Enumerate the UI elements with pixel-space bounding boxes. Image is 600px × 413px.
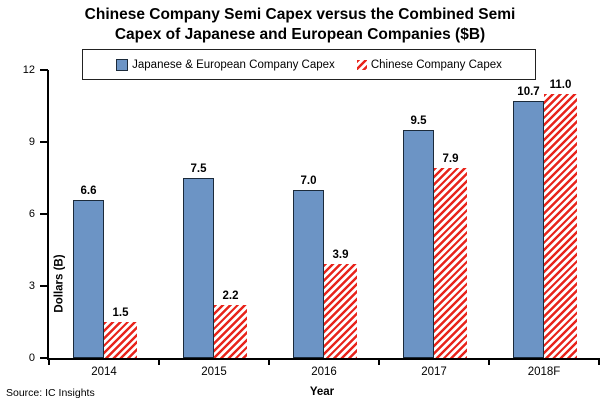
chart-legend: Japanese & European Company Capex Chines… bbox=[82, 49, 536, 80]
value-label-chinese-company-capex-2015: 2.2 bbox=[222, 290, 239, 303]
x-axis-tick bbox=[268, 358, 270, 365]
y-axis-tick-label: 0 bbox=[28, 352, 35, 364]
x-axis-title: Year bbox=[309, 386, 335, 398]
value-label-japanese-european-company-capex-2016: 7.0 bbox=[300, 175, 317, 187]
japanese-european-company-capex-bar-2014 bbox=[73, 199, 104, 358]
chinese-company-capex-bar-2014 bbox=[104, 322, 137, 358]
blue-square-legend-swatch bbox=[116, 58, 129, 71]
chinese-company-capex-bar-2017 bbox=[434, 168, 467, 358]
chinese-company-capex-bar-2015 bbox=[214, 305, 247, 358]
y-axis-tick bbox=[40, 69, 48, 71]
x-axis-category-2014: 2014 bbox=[91, 366, 117, 378]
chart-title: Chinese Company Semi Capex versus the Co… bbox=[84, 6, 516, 44]
legend-label-chinese: Chinese Company Capex bbox=[370, 58, 502, 71]
red-hatch-legend-swatch bbox=[356, 59, 367, 70]
legend-item-chinese: Chinese Company Capex bbox=[356, 58, 502, 71]
x-axis-category-2018F: 2018F bbox=[527, 366, 561, 378]
plot-area: Dollars (B) 0 3 6 9 12 6.6 1.5 2014 7.5 2.2 2015 7.… bbox=[23, 64, 600, 378]
x-axis-tick bbox=[488, 358, 490, 365]
chinese-company-capex-bar-2018F bbox=[544, 94, 577, 358]
value-label-chinese-company-capex-2017: 7.9 bbox=[442, 153, 459, 166]
japanese-european-company-capex-bar-2016 bbox=[293, 190, 324, 358]
x-axis-tick bbox=[378, 358, 380, 365]
y-axis-tick-label: 9 bbox=[28, 136, 35, 148]
x-axis-tick bbox=[48, 358, 50, 365]
value-label-chinese-company-capex-2014: 1.5 bbox=[112, 307, 129, 319]
chinese-company-capex-bar-2016 bbox=[324, 264, 357, 358]
source-note: Source: IC Insights bbox=[6, 387, 95, 399]
x-axis-tick bbox=[598, 358, 600, 365]
value-label-chinese-company-capex-2018F: 11.0 bbox=[549, 79, 572, 91]
y-axis-tick bbox=[40, 141, 48, 143]
value-label-japanese-european-company-capex-2017: 9.5 bbox=[410, 115, 427, 127]
x-axis-category-2015: 2015 bbox=[201, 366, 227, 378]
legend-label-japanese-european: Japanese & European Company Capex bbox=[132, 58, 335, 71]
japanese-european-company-capex-bar-2017 bbox=[403, 130, 434, 358]
x-axis-category-2016: 2016 bbox=[311, 366, 337, 378]
x-axis-tick bbox=[158, 358, 160, 365]
y-axis-title: Dollars (B) bbox=[53, 254, 66, 313]
japanese-european-company-capex-bar-2018F bbox=[513, 101, 544, 358]
y-axis-tick bbox=[40, 285, 48, 287]
legend-item-japanese-european: Japanese & European Company Capex bbox=[116, 58, 335, 71]
value-label-japanese-european-company-capex-2014: 6.6 bbox=[80, 184, 97, 197]
y-axis-tick-label: 6 bbox=[28, 208, 35, 220]
y-axis-tick bbox=[40, 213, 48, 215]
x-axis-category-2017: 2017 bbox=[421, 366, 447, 378]
y-axis-tick bbox=[40, 357, 48, 359]
value-label-japanese-european-company-capex-2018F: 10.7 bbox=[517, 86, 540, 99]
value-label-chinese-company-capex-2016: 3.9 bbox=[332, 249, 349, 262]
japanese-european-company-capex-bar-2015 bbox=[183, 178, 214, 358]
value-label-japanese-european-company-capex-2015: 7.5 bbox=[190, 163, 207, 175]
y-axis-tick-label: 12 bbox=[22, 64, 35, 76]
y-axis-tick-label: 3 bbox=[28, 280, 35, 292]
